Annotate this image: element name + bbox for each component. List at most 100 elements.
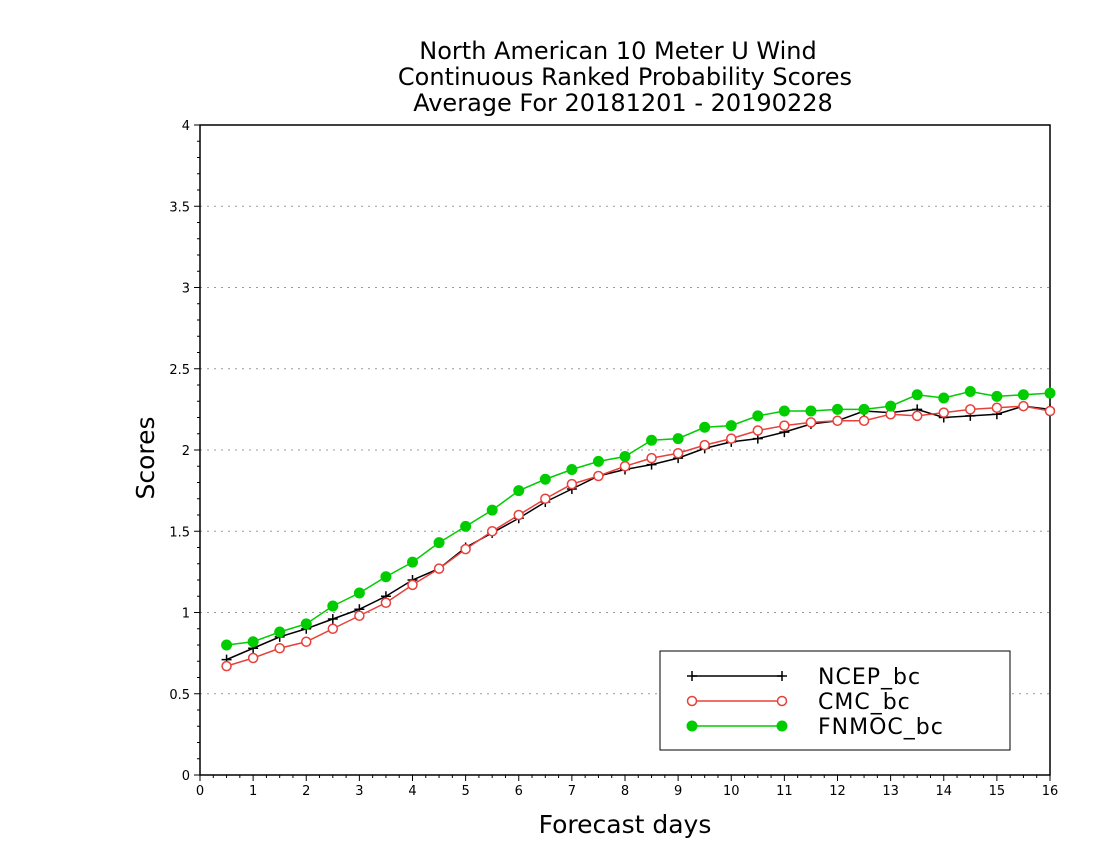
legend-label-cmc-bc: CMC_bc [818, 690, 911, 715]
x-tick-label: 11 [776, 784, 793, 799]
data-point-fnmoc-bc [566, 464, 578, 475]
data-point-fnmoc-bc [778, 405, 790, 417]
data-point-cmc-bc [566, 478, 578, 490]
chart-title-line-3: Average For 20181201 - 20190228 [413, 89, 833, 117]
legend-marker [686, 720, 698, 732]
x-tick-label: 3 [355, 784, 363, 799]
legend-item-cmc-bc: CMC_bc [686, 690, 911, 715]
data-point-fnmoc-bc [274, 626, 286, 638]
x-axis: 0 1 2 3 4 5 6 7 8 9 10 11 12 13 14 15 16 [196, 775, 1058, 799]
data-point-fnmoc-bc [380, 571, 392, 583]
data-point-cmc-bc [327, 623, 339, 634]
data-point-fnmoc-bc [407, 556, 418, 568]
x-tick-label: 1 [249, 784, 257, 799]
series-ncep-bc [221, 401, 1055, 665]
data-point-fnmoc-bc [911, 389, 923, 401]
data-point-cmc-bc [1044, 405, 1056, 417]
x-tick-label: 5 [461, 784, 469, 799]
data-point-cmc-bc [726, 433, 737, 444]
data-point-fnmoc-bc [991, 390, 1003, 402]
data-point-cmc-bc [221, 660, 232, 672]
data-point-fnmoc-bc [725, 420, 737, 432]
data-point-fnmoc-bc [885, 400, 897, 412]
legend-marker [776, 720, 788, 732]
legend-item-fnmoc-bc: FNMOC_bc [686, 715, 944, 740]
y-tick-label: 0.5 [169, 688, 190, 703]
data-point-fnmoc-bc [938, 392, 950, 404]
data-point-cmc-bc [858, 415, 870, 426]
x-tick-label: 0 [196, 784, 204, 799]
data-point-fnmoc-bc [752, 410, 764, 422]
data-point-fnmoc-bc [699, 421, 711, 433]
x-tick-label: 13 [882, 784, 899, 799]
data-point-fnmoc-bc [619, 451, 631, 462]
series-fnmoc-bc [221, 386, 1056, 651]
data-point-cmc-bc [991, 402, 1003, 413]
data-point-fnmoc-bc [247, 636, 259, 648]
data-point-fnmoc-bc [964, 386, 976, 397]
legend-marker [777, 671, 787, 681]
data-point-cmc-bc [407, 579, 418, 591]
y-axis-title: Scores [131, 416, 160, 499]
data-point-fnmoc-bc [460, 520, 472, 532]
chart-title-line-1: North American 10 Meter U Wind [419, 37, 816, 65]
x-tick-label: 16 [1042, 784, 1059, 799]
legend-marker [776, 695, 788, 707]
y-tick-label: 3.5 [169, 200, 190, 215]
x-tick-label: 2 [302, 784, 310, 799]
legend-label-fnmoc-bc: FNMOC_bc [818, 715, 944, 740]
data-point-fnmoc-bc [672, 433, 684, 445]
data-point-fnmoc-bc [646, 434, 658, 446]
legend-label-ncep-bc: NCEP_bc [818, 665, 921, 690]
y-tick-label: 3 [182, 282, 190, 297]
series-line-ncep-bc [226, 405, 1051, 661]
data-point-fnmoc-bc [513, 485, 525, 497]
series-cmc-bc [221, 400, 1056, 672]
legend-marker [686, 695, 698, 707]
data-point-fnmoc-bc [300, 618, 312, 630]
y-tick-label: 1.5 [169, 525, 190, 540]
data-point-fnmoc-bc [327, 600, 339, 612]
data-point-cmc-bc [965, 404, 976, 415]
x-tick-label: 15 [989, 784, 1006, 799]
data-point-ncep-bc [327, 614, 338, 624]
y-tick-label: 4 [182, 119, 190, 134]
data-point-cmc-bc [301, 636, 312, 647]
y-tick-label: 2.5 [169, 363, 190, 378]
data-point-cmc-bc [911, 410, 923, 422]
data-point-cmc-bc [433, 563, 445, 574]
data-point-cmc-bc [274, 643, 285, 654]
legend-item-ncep-bc: NCEP_bc [687, 665, 921, 690]
y-tick-label: 1 [182, 607, 190, 622]
legend-marker [687, 671, 697, 681]
y-gridlines [200, 205, 1050, 695]
data-point-cmc-bc [380, 597, 392, 608]
data-point-fnmoc-bc [486, 504, 498, 516]
x-tick-label: 6 [515, 784, 523, 799]
chart-title-line-2: Continuous Ranked Probability Scores [398, 63, 852, 91]
data-point-fnmoc-bc [433, 537, 445, 549]
data-point-cmc-bc [354, 610, 365, 621]
x-tick-label: 7 [568, 784, 576, 799]
chart-title: North American 10 Meter U Wind Continuou… [398, 37, 852, 117]
data-point-fnmoc-bc [1017, 389, 1029, 401]
data-point-cmc-bc [540, 493, 551, 504]
y-tick-label: 0 [182, 769, 190, 784]
data-point-fnmoc-bc [858, 403, 870, 415]
data-point-fnmoc-bc [539, 473, 551, 485]
x-tick-label: 10 [723, 784, 740, 799]
data-point-cmc-bc [513, 509, 524, 521]
data-point-fnmoc-bc [353, 587, 365, 599]
x-axis-title: Forecast days [539, 810, 712, 839]
data-point-fnmoc-bc [592, 455, 604, 467]
series-line-cmc-bc [226, 405, 1051, 667]
series-layer [221, 386, 1056, 672]
x-tick-label: 9 [674, 784, 682, 799]
y-axis: 0 0.5 1 1.5 2 2.5 3 3.5 4 [169, 119, 200, 784]
data-point-fnmoc-bc [805, 405, 817, 417]
data-point-cmc-bc [832, 415, 843, 426]
data-point-cmc-bc [938, 407, 949, 418]
data-point-cmc-bc [752, 425, 764, 436]
x-tick-label: 4 [408, 784, 416, 799]
data-point-cmc-bc [1018, 400, 1029, 412]
